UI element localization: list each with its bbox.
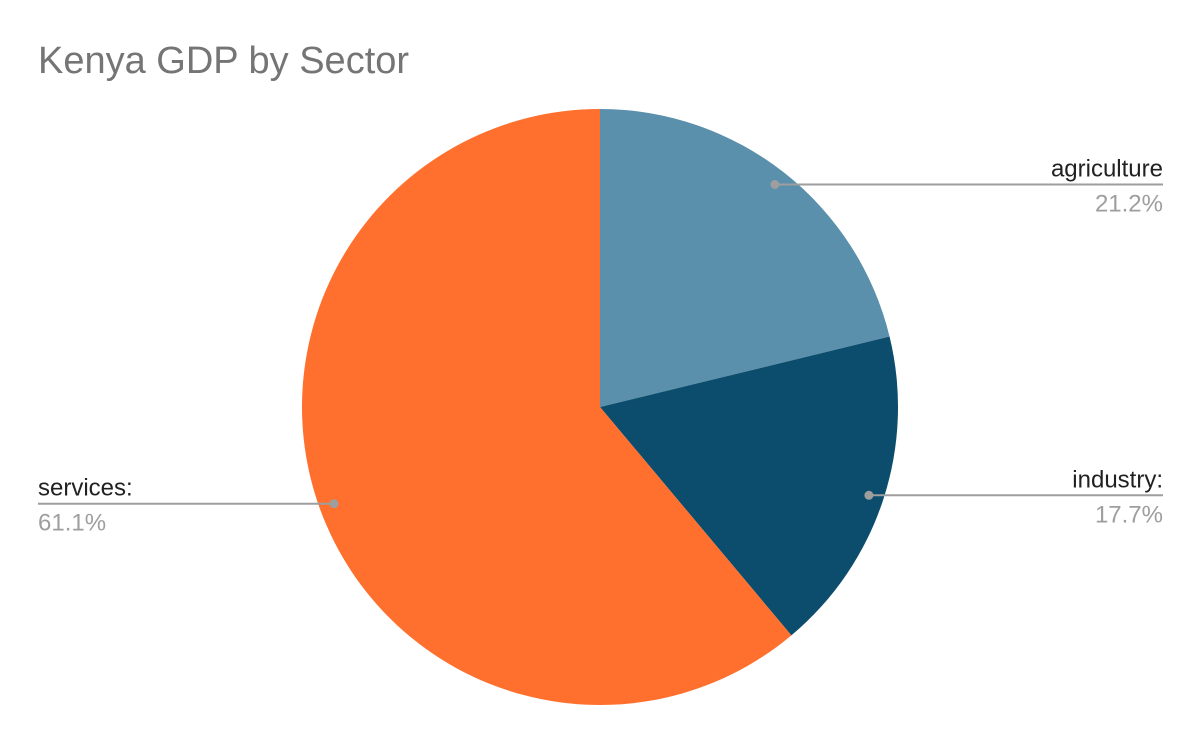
- leader-dot-agriculture: [770, 180, 780, 189]
- slice-percent-industry: 17.7%: [1095, 501, 1163, 528]
- chart-title: Kenya GDP by Sector: [38, 40, 410, 82]
- slice-label-agriculture: agriculture: [1051, 156, 1163, 183]
- slice-label-services: services:: [38, 475, 133, 502]
- slice-percent-services: 61.1%: [38, 510, 106, 537]
- leader-dot-industry: [864, 490, 874, 500]
- pie-slice-industry[interactable]: [600, 336, 899, 636]
- leader-dot-services: [329, 499, 339, 509]
- slice-label-industry: industry:: [1072, 466, 1163, 493]
- pie-slice-services[interactable]: [301, 108, 792, 705]
- slice-percent-agriculture: 21.2%: [1095, 191, 1163, 218]
- pie-slice-agriculture[interactable]: [600, 109, 890, 407]
